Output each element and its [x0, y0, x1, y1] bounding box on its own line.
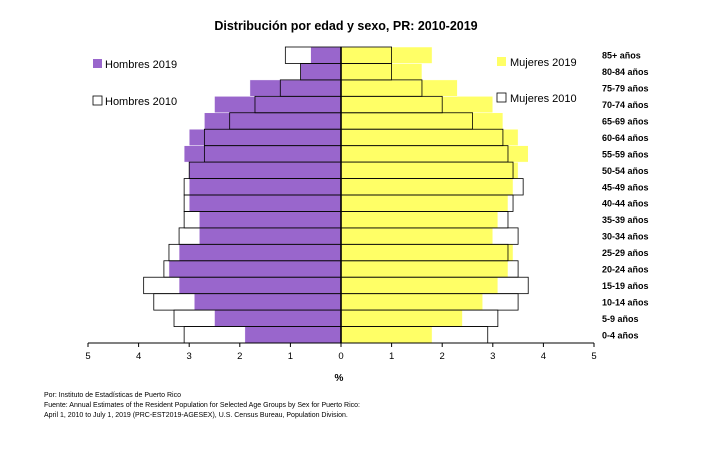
legend-label-hombres-2019: Hombres 2019 — [105, 59, 177, 71]
x-tick-label: 1 — [389, 351, 394, 362]
bar-mujeres-2019-75-79-a-os — [340, 79, 458, 97]
age-label-35-39-a-os: 35-39 años — [602, 215, 649, 225]
bar-hombres-2019-25-29-a-os — [178, 244, 342, 262]
bar-hombres-2019-5-9-a-os — [214, 309, 342, 327]
bar-hombres-2019-65-69-a-os — [204, 112, 342, 130]
legend-label-hombres-2010: Hombres 2010 — [105, 96, 177, 108]
age-label-45-49-a-os: 45-49 años — [602, 182, 649, 192]
bar-mujeres-2019-80-84-a-os — [340, 63, 423, 81]
age-label-40-44-a-os: 40-44 años — [602, 199, 649, 209]
legend-label-mujeres-2010: Mujeres 2010 — [510, 93, 577, 105]
bar-mujeres-2019-55-59-a-os — [340, 145, 529, 163]
bar-hombres-2019-60-64-a-os — [188, 128, 342, 146]
chart-title: Distribución por edad y sexo, PR: 2010-2… — [214, 19, 477, 33]
age-labels-group: 0-4 años 5-9 años 10-14 años 15-19 años 20-2… — [602, 51, 649, 341]
age-label-5-9-a-os: 5-9 años — [602, 314, 639, 324]
bar-hombres-2019-85-a-os — [310, 46, 342, 64]
bar-hombres-2019-35-39-a-os — [199, 211, 342, 229]
age-label-70-74-a-os: 70-74 años — [602, 100, 649, 110]
age-label-55-59-a-os: 55-59 años — [602, 149, 649, 159]
bar-mujeres-2019-50-54-a-os — [340, 161, 519, 179]
bar-hombres-2019-10-14-a-os — [194, 293, 342, 311]
x-tick-label: 2 — [237, 351, 242, 362]
x-axis-label: % — [335, 373, 344, 384]
bar-mujeres-2019-20-24-a-os — [340, 260, 509, 278]
source-line-1: Por: Instituto de Estadísticas de Puerto… — [44, 392, 181, 399]
x-tick-label: 3 — [490, 351, 495, 362]
bar-mujeres-2019-0-4-a-os — [340, 326, 433, 344]
bar-mujeres-2019-15-19-a-os — [340, 276, 499, 294]
legend-swatch-hombres-2019 — [93, 59, 102, 68]
bar-mujeres-2019-35-39-a-os — [340, 211, 499, 229]
legend-swatch-hombres-2010 — [92, 95, 103, 106]
x-tick-label: 5 — [591, 351, 596, 362]
legend-swatch-mujeres-2019 — [497, 57, 506, 66]
bar-mujeres-2019-40-44-a-os — [340, 194, 509, 212]
bar-hombres-2019-0-4-a-os — [244, 326, 342, 344]
x-tick-label: 0 — [338, 351, 343, 362]
x-tick-label: 4 — [541, 351, 546, 362]
age-label-10-14-a-os: 10-14 años — [602, 297, 649, 307]
legend-label-mujeres-2019: Mujeres 2019 — [510, 57, 577, 69]
legend-swatch-mujeres-2010 — [496, 92, 507, 103]
x-tick-label: 5 — [85, 351, 90, 362]
bar-hombres-2019-40-44-a-os — [188, 194, 342, 212]
bar-hombres-2019-75-79-a-os — [249, 79, 342, 97]
bar-mujeres-2019-85-a-os — [340, 46, 433, 64]
age-label-65-69-a-os: 65-69 años — [602, 117, 649, 127]
source-notes: Por: Instituto de Estadísticas de Puerto… — [44, 391, 360, 421]
age-label-15-19-a-os: 15-19 años — [602, 281, 649, 291]
bar-hombres-2019-70-74-a-os — [214, 96, 342, 114]
bar-hombres-2019-50-54-a-os — [188, 161, 342, 179]
x-tick-label: 1 — [288, 351, 293, 362]
bar-mujeres-2019-65-69-a-os — [340, 112, 504, 130]
bar-mujeres-2019-5-9-a-os — [340, 309, 463, 327]
bar-mujeres-2019-25-29-a-os — [340, 244, 514, 262]
bar-mujeres-2019-45-49-a-os — [340, 178, 514, 196]
bar-hombres-2019-80-84-a-os — [300, 63, 342, 81]
bar-hombres-2019-55-59-a-os — [183, 145, 342, 163]
age-label-75-79-a-os: 75-79 años — [602, 84, 649, 94]
bar-mujeres-2019-60-64-a-os — [340, 128, 519, 146]
source-line-2: Fuente: Annual Estimates of the Resident… — [44, 402, 360, 409]
bar-hombres-2019-30-34-a-os — [199, 227, 342, 245]
source-line-3: April 1, 2010 to July 1, 2019 (PRC-EST20… — [44, 412, 348, 419]
age-label-20-24-a-os: 20-24 años — [602, 265, 649, 275]
bar-hombres-2019-20-24-a-os — [168, 260, 342, 278]
age-label-85-a-os: 85+ años — [602, 51, 641, 61]
axes-group: 5 4 3 2 1 0 1 2 3 4 5 — [85, 47, 597, 362]
x-tick-label: 3 — [187, 351, 192, 362]
bar-mujeres-2019-10-14-a-os — [340, 293, 483, 311]
x-tick-label: 2 — [440, 351, 445, 362]
bar-mujeres-2019-30-34-a-os — [340, 227, 494, 245]
age-label-0-4-a-os: 0-4 años — [602, 330, 639, 340]
bar-hombres-2019-45-49-a-os — [188, 178, 342, 196]
age-label-60-64-a-os: 60-64 años — [602, 133, 649, 143]
x-tick-label: 4 — [136, 351, 141, 362]
bar-hombres-2019-15-19-a-os — [178, 276, 342, 294]
age-label-30-34-a-os: 30-34 años — [602, 232, 649, 242]
legend: Hombres 2019 Hombres 2010 Mujeres 2019 Muje… — [92, 57, 577, 108]
age-label-25-29-a-os: 25-29 años — [602, 248, 649, 258]
age-label-80-84-a-os: 80-84 años — [602, 67, 649, 77]
age-label-50-54-a-os: 50-54 años — [602, 166, 649, 176]
bar-mujeres-2019-70-74-a-os — [340, 96, 494, 114]
